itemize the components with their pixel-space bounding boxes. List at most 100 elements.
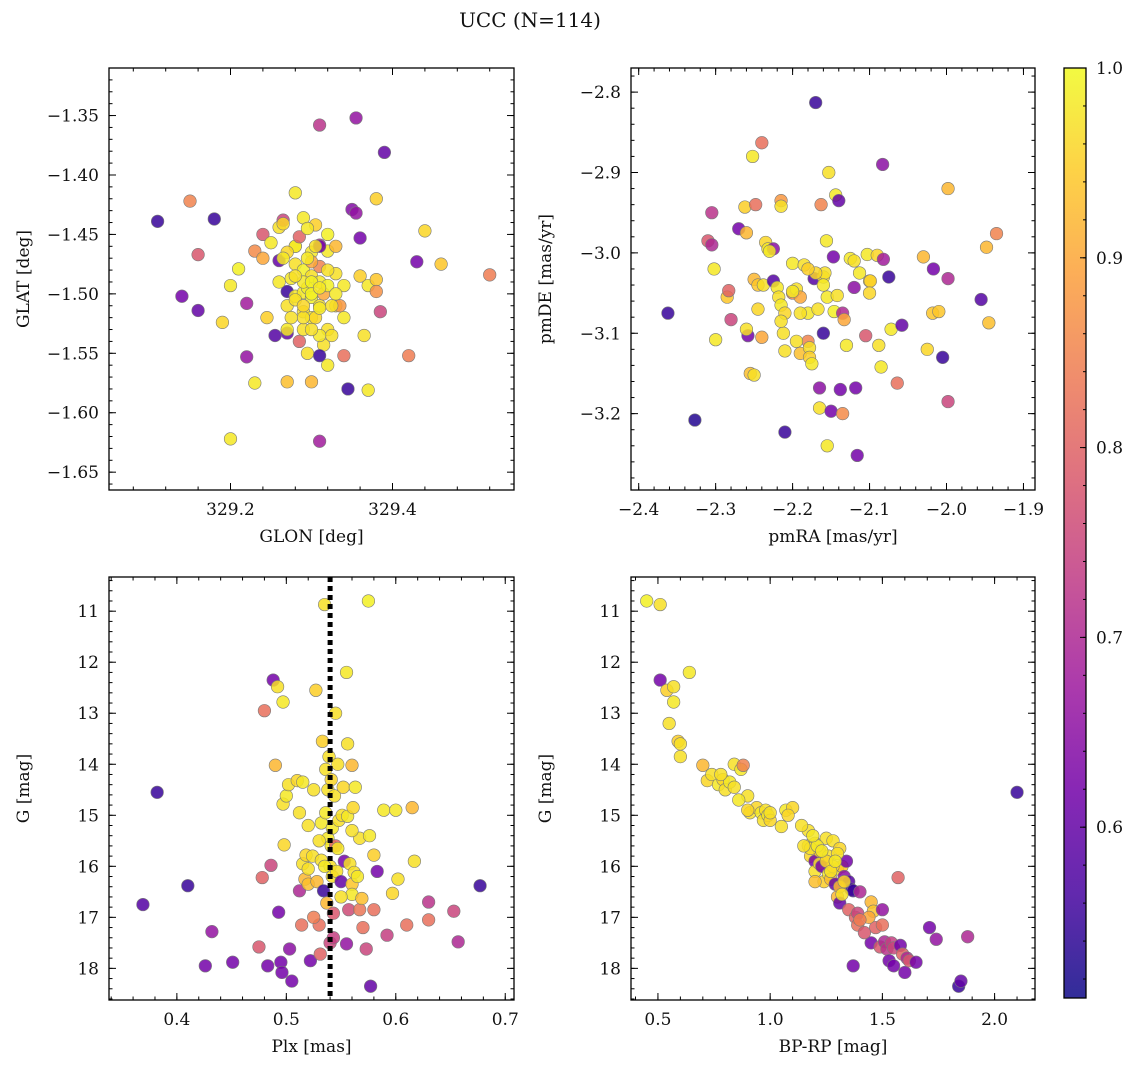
- data-point: [776, 326, 790, 340]
- data-point: [377, 803, 391, 817]
- data-point: [316, 884, 331, 898]
- data-point: [255, 870, 269, 885]
- x-tick-label: 2.0: [981, 1010, 1008, 1030]
- data-point: [272, 275, 286, 289]
- data-point: [334, 875, 348, 889]
- data-point: [280, 375, 294, 389]
- data-point: [805, 357, 819, 371]
- y-tick-label: −1.60: [47, 404, 99, 424]
- y-tick-label: −1.55: [47, 344, 99, 364]
- data-point: [353, 231, 367, 245]
- data-point: [640, 594, 654, 608]
- data-point: [828, 854, 842, 868]
- data-point: [982, 316, 996, 330]
- data-point: [361, 594, 376, 608]
- data-point: [325, 299, 339, 313]
- data-point: [662, 716, 676, 731]
- y-tick-label: −3.2: [580, 405, 621, 425]
- data-point: [301, 862, 315, 876]
- x-tick-label: −2.1: [849, 500, 890, 520]
- data-point: [653, 597, 667, 612]
- x-axis-label: Plx [mas]: [271, 1037, 351, 1057]
- data-point: [875, 903, 889, 917]
- data-point: [370, 864, 384, 879]
- data-point: [762, 244, 777, 258]
- data-point: [361, 383, 375, 397]
- x-tick-label: 329.2: [206, 500, 255, 520]
- data-point: [359, 942, 373, 956]
- x-tick-label: 0.6: [382, 1010, 409, 1030]
- data-point: [362, 829, 377, 843]
- x-tick-label: −2.2: [772, 500, 813, 520]
- data-point: [345, 758, 359, 772]
- data-point: [325, 328, 339, 343]
- data-point: [391, 872, 405, 886]
- data-point: [722, 284, 736, 298]
- axes-frame: [108, 576, 515, 1001]
- data-point: [850, 448, 864, 463]
- data-point: [755, 136, 769, 150]
- data-point: [751, 302, 765, 316]
- data-point: [835, 887, 849, 901]
- y-tick-label: −3.1: [580, 324, 621, 344]
- data-point: [257, 704, 272, 718]
- data-point: [313, 349, 327, 363]
- scatter-points: [151, 111, 497, 448]
- data-point: [916, 250, 931, 264]
- data-point: [727, 780, 741, 794]
- data-point: [329, 287, 343, 301]
- data-point: [736, 758, 750, 772]
- data-point: [741, 803, 755, 817]
- data-point: [349, 111, 363, 125]
- data-point: [882, 270, 896, 284]
- data-point: [853, 913, 867, 927]
- data-point: [380, 928, 394, 942]
- data-point: [673, 750, 687, 764]
- data-point: [223, 432, 238, 446]
- data-point: [862, 286, 877, 300]
- scatter-points: [640, 594, 1024, 993]
- data-point: [774, 199, 788, 213]
- y-tick-label: 11: [599, 602, 621, 622]
- data-point: [979, 240, 994, 254]
- data-point: [175, 289, 189, 303]
- data-point: [909, 955, 923, 969]
- data-point: [847, 254, 861, 268]
- data-point: [268, 758, 282, 772]
- data-point: [223, 278, 238, 293]
- data-point: [847, 280, 861, 295]
- data-point: [295, 918, 309, 932]
- data-point: [724, 312, 738, 327]
- data-point: [739, 226, 754, 240]
- data-point: [272, 905, 286, 919]
- data-point: [707, 262, 721, 276]
- data-point: [739, 322, 754, 336]
- data-point: [682, 665, 696, 680]
- data-point: [191, 303, 205, 318]
- data-point: [355, 891, 369, 906]
- data-point: [696, 758, 710, 772]
- axes-frame: [108, 67, 515, 491]
- data-point: [989, 226, 1004, 241]
- data-point: [292, 884, 307, 898]
- data-point: [936, 350, 950, 364]
- data-point: [313, 434, 327, 448]
- data-point: [232, 262, 246, 276]
- x-tick-label: −2.4: [618, 500, 659, 520]
- data-point: [260, 311, 274, 325]
- data-point: [778, 344, 792, 358]
- data-point: [785, 256, 800, 270]
- data-point: [1010, 785, 1024, 799]
- data-point: [337, 278, 351, 293]
- data-point: [312, 834, 326, 848]
- data-point: [872, 338, 886, 352]
- x-tick-label: 0.4: [163, 1010, 190, 1030]
- data-point: [264, 858, 278, 872]
- data-point: [150, 785, 164, 799]
- scatter-points: [661, 95, 1004, 463]
- y-tick-label: 13: [77, 704, 99, 724]
- data-point: [808, 875, 822, 889]
- data-point: [673, 737, 687, 751]
- data-point: [345, 823, 359, 838]
- data-point: [929, 932, 943, 946]
